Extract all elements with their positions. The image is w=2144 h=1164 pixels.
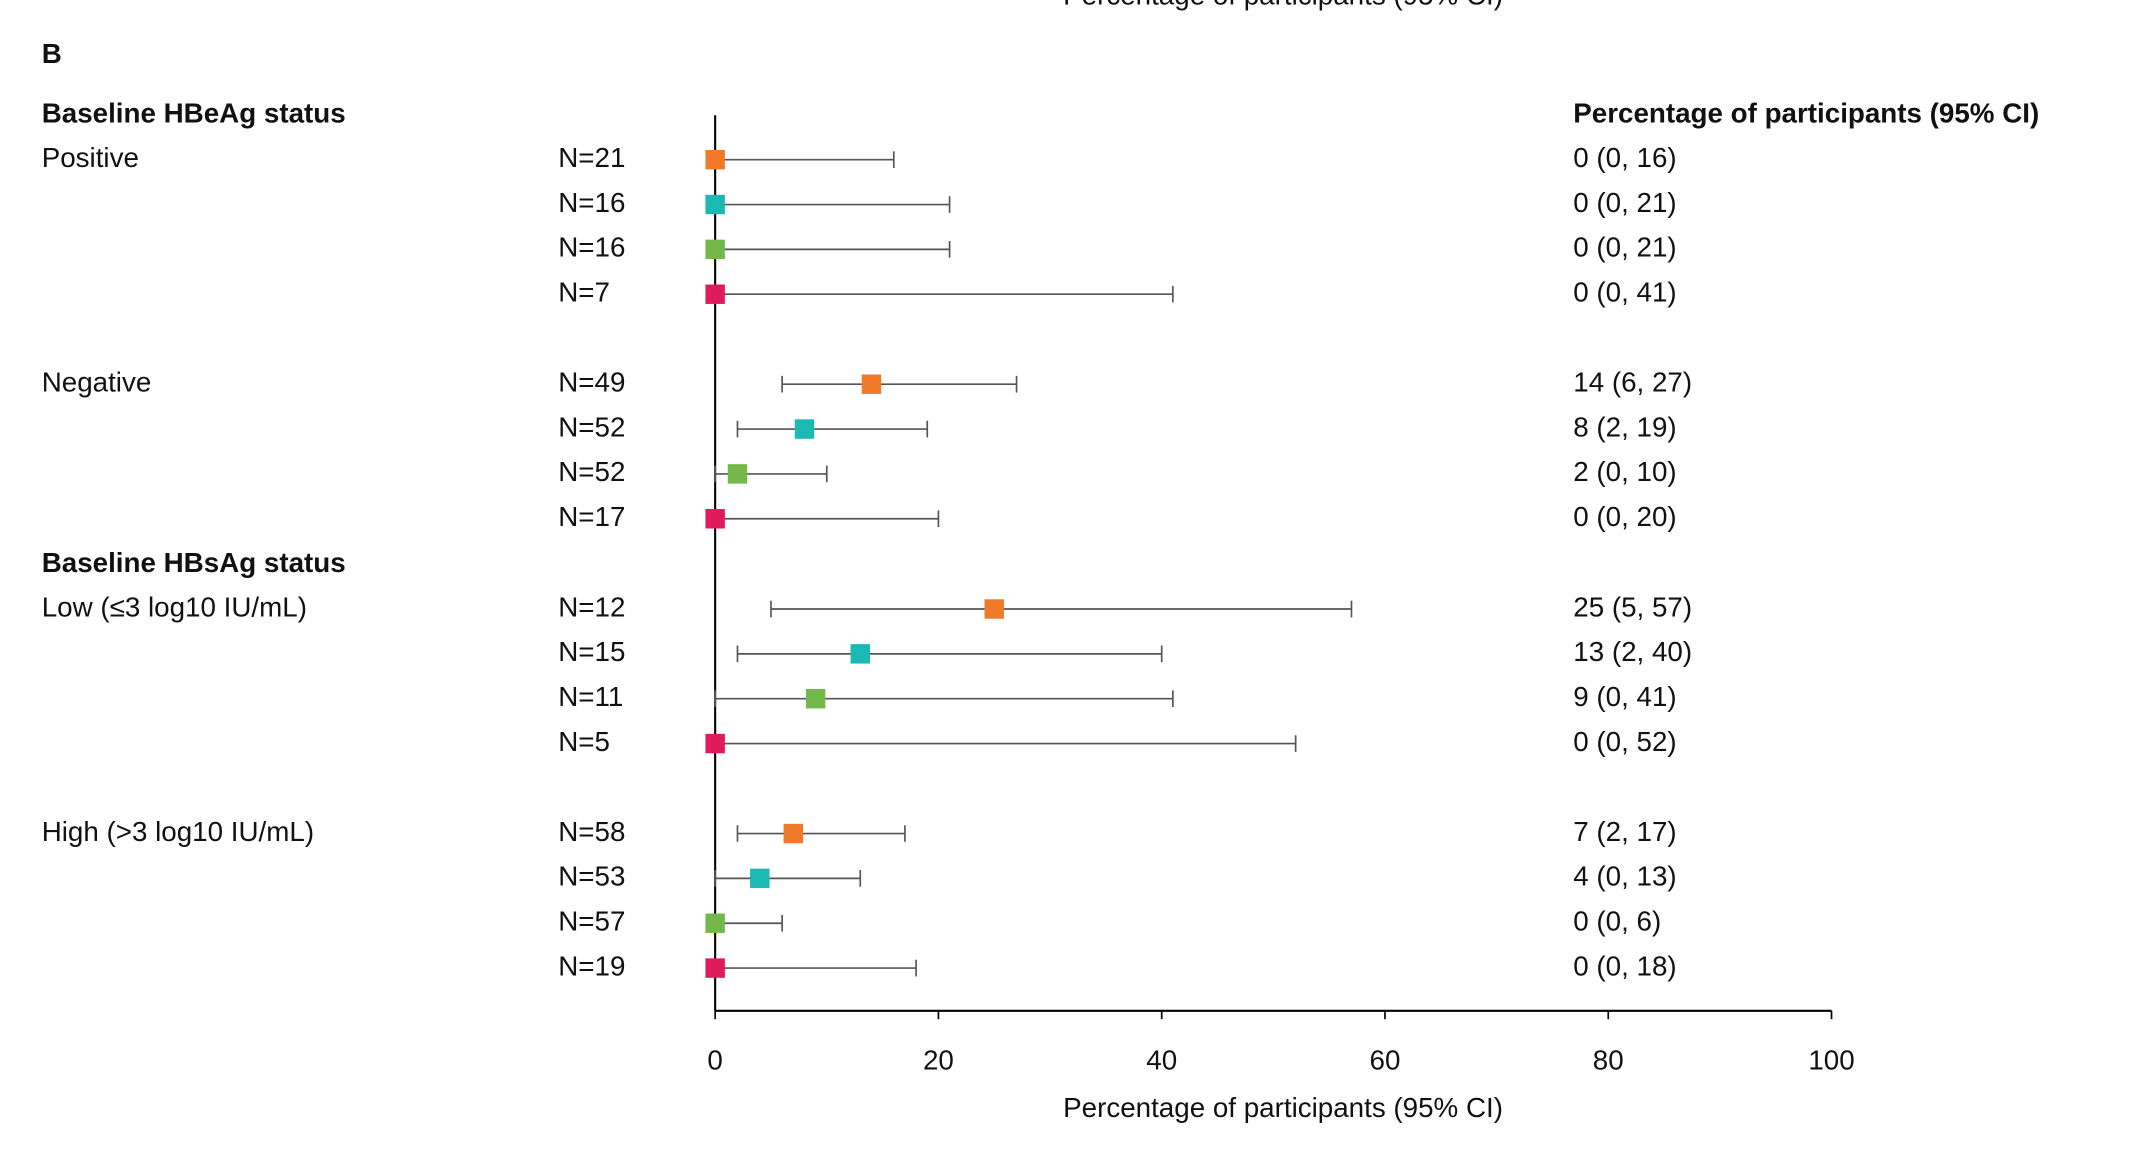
subgroup-label: Negative bbox=[42, 367, 152, 398]
point-estimate bbox=[984, 599, 1004, 619]
n-label: N=5 bbox=[558, 726, 610, 757]
point-estimate bbox=[705, 733, 725, 754]
point-estimate bbox=[705, 149, 725, 170]
point-estimate bbox=[705, 239, 725, 260]
point-estimate bbox=[750, 868, 770, 889]
value-label: 0 (0, 52) bbox=[1573, 726, 1676, 757]
n-label: N=57 bbox=[558, 906, 625, 937]
point-estimate bbox=[705, 194, 725, 215]
x-tick-label: 60 bbox=[1370, 1045, 1401, 1076]
n-label: N=16 bbox=[558, 232, 625, 263]
value-label: 7 (2, 17) bbox=[1573, 816, 1676, 847]
top-caption: Percentage of participants (95% CI) bbox=[1063, 0, 1503, 11]
value-label: 14 (6, 27) bbox=[1573, 367, 1692, 398]
x-axis-label: Percentage of participants (95% CI) bbox=[1063, 1092, 1503, 1123]
value-label: 0 (0, 6) bbox=[1573, 906, 1661, 937]
section-title: Baseline HBeAg status bbox=[42, 98, 346, 129]
subgroup-label: Low (≤3 log10 IU/mL) bbox=[42, 591, 307, 622]
x-tick-label: 100 bbox=[1808, 1045, 1854, 1076]
point-estimate bbox=[783, 823, 804, 844]
n-label: N=53 bbox=[558, 861, 625, 892]
point-estimate bbox=[850, 644, 870, 664]
point-estimate bbox=[794, 419, 815, 439]
n-label: N=21 bbox=[558, 142, 625, 173]
panel-label: B bbox=[42, 38, 62, 69]
subgroup-label: Positive bbox=[42, 142, 139, 173]
x-tick-label: 40 bbox=[1146, 1045, 1177, 1076]
n-label: N=16 bbox=[558, 187, 625, 218]
n-label: N=52 bbox=[558, 456, 625, 487]
value-label: 0 (0, 21) bbox=[1573, 232, 1676, 263]
value-label: 25 (5, 57) bbox=[1573, 591, 1692, 622]
value-label: 4 (0, 13) bbox=[1573, 861, 1676, 892]
x-tick-label: 80 bbox=[1593, 1045, 1624, 1076]
point-estimate bbox=[705, 509, 725, 529]
n-label: N=12 bbox=[558, 591, 625, 622]
x-tick-label: 20 bbox=[923, 1045, 954, 1076]
value-label: 0 (0, 20) bbox=[1573, 501, 1676, 532]
n-label: N=15 bbox=[558, 636, 625, 667]
value-label: 8 (2, 19) bbox=[1573, 411, 1676, 442]
value-label: 13 (2, 40) bbox=[1573, 636, 1692, 667]
subgroup-label: High (>3 log10 IU/mL) bbox=[42, 816, 314, 847]
n-label: N=11 bbox=[558, 681, 623, 712]
x-tick-label: 0 bbox=[707, 1045, 722, 1076]
n-label: N=52 bbox=[558, 411, 625, 442]
value-column-title: Percentage of participants (95% CI) bbox=[1573, 98, 2039, 129]
point-estimate bbox=[705, 284, 725, 304]
value-label: 2 (0, 10) bbox=[1573, 456, 1676, 487]
n-label: N=17 bbox=[558, 501, 625, 532]
value-label: 0 (0, 16) bbox=[1573, 142, 1676, 173]
point-estimate bbox=[705, 913, 725, 933]
n-label: N=7 bbox=[558, 277, 610, 308]
value-label: 0 (0, 41) bbox=[1573, 277, 1676, 308]
section-title: Baseline HBsAg status bbox=[42, 547, 346, 578]
n-label: N=49 bbox=[558, 367, 625, 398]
n-label: N=19 bbox=[558, 950, 625, 981]
point-estimate bbox=[861, 374, 882, 394]
point-estimate bbox=[805, 688, 826, 709]
point-estimate bbox=[705, 958, 725, 978]
value-label: 9 (0, 41) bbox=[1573, 681, 1676, 712]
value-label: 0 (0, 21) bbox=[1573, 187, 1676, 218]
value-label: 0 (0, 18) bbox=[1573, 950, 1676, 981]
point-estimate bbox=[727, 464, 748, 484]
n-label: N=58 bbox=[558, 816, 625, 847]
